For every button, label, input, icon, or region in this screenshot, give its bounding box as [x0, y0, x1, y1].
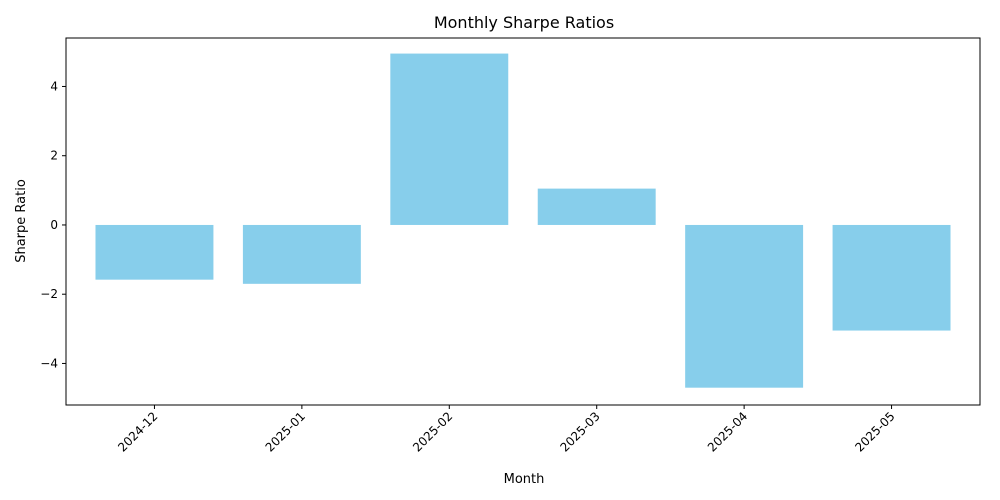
bar-2025-03	[537, 188, 656, 225]
x-axis-label: Month	[504, 472, 545, 487]
bar-2025-05	[832, 224, 951, 331]
x-tick-label: 2024-12	[115, 409, 160, 454]
chart-title: Monthly Sharpe Ratios	[434, 13, 614, 32]
x-tick-label: 2025-01	[263, 409, 308, 454]
y-tick-label: 4	[50, 79, 58, 93]
y-axis-label: Sharpe Ratio	[14, 179, 29, 263]
x-tick-label: 2025-04	[705, 409, 750, 454]
x-tick-label: 2025-02	[410, 409, 455, 454]
y-tick-label: 2	[50, 149, 58, 163]
y-tick-label: −4	[40, 356, 58, 370]
bar-2025-01	[242, 224, 361, 284]
x-axis-ticks: 2024-12 2025-01 2025-02 2025-03 2025-04 2025-…	[115, 405, 898, 455]
y-tick-label: 0	[50, 218, 58, 232]
bars-group	[95, 53, 951, 388]
y-tick-label: −2	[40, 287, 58, 301]
plot-frame	[65, 37, 981, 406]
bar-2025-02	[390, 53, 509, 225]
bar-2025-04	[685, 224, 804, 388]
x-tick-label: 2025-03	[557, 409, 602, 454]
bar-2024-12	[95, 224, 214, 280]
x-tick-label: 2025-05	[852, 409, 897, 454]
y-axis-ticks: −4 −2 0 2 4	[40, 79, 66, 370]
